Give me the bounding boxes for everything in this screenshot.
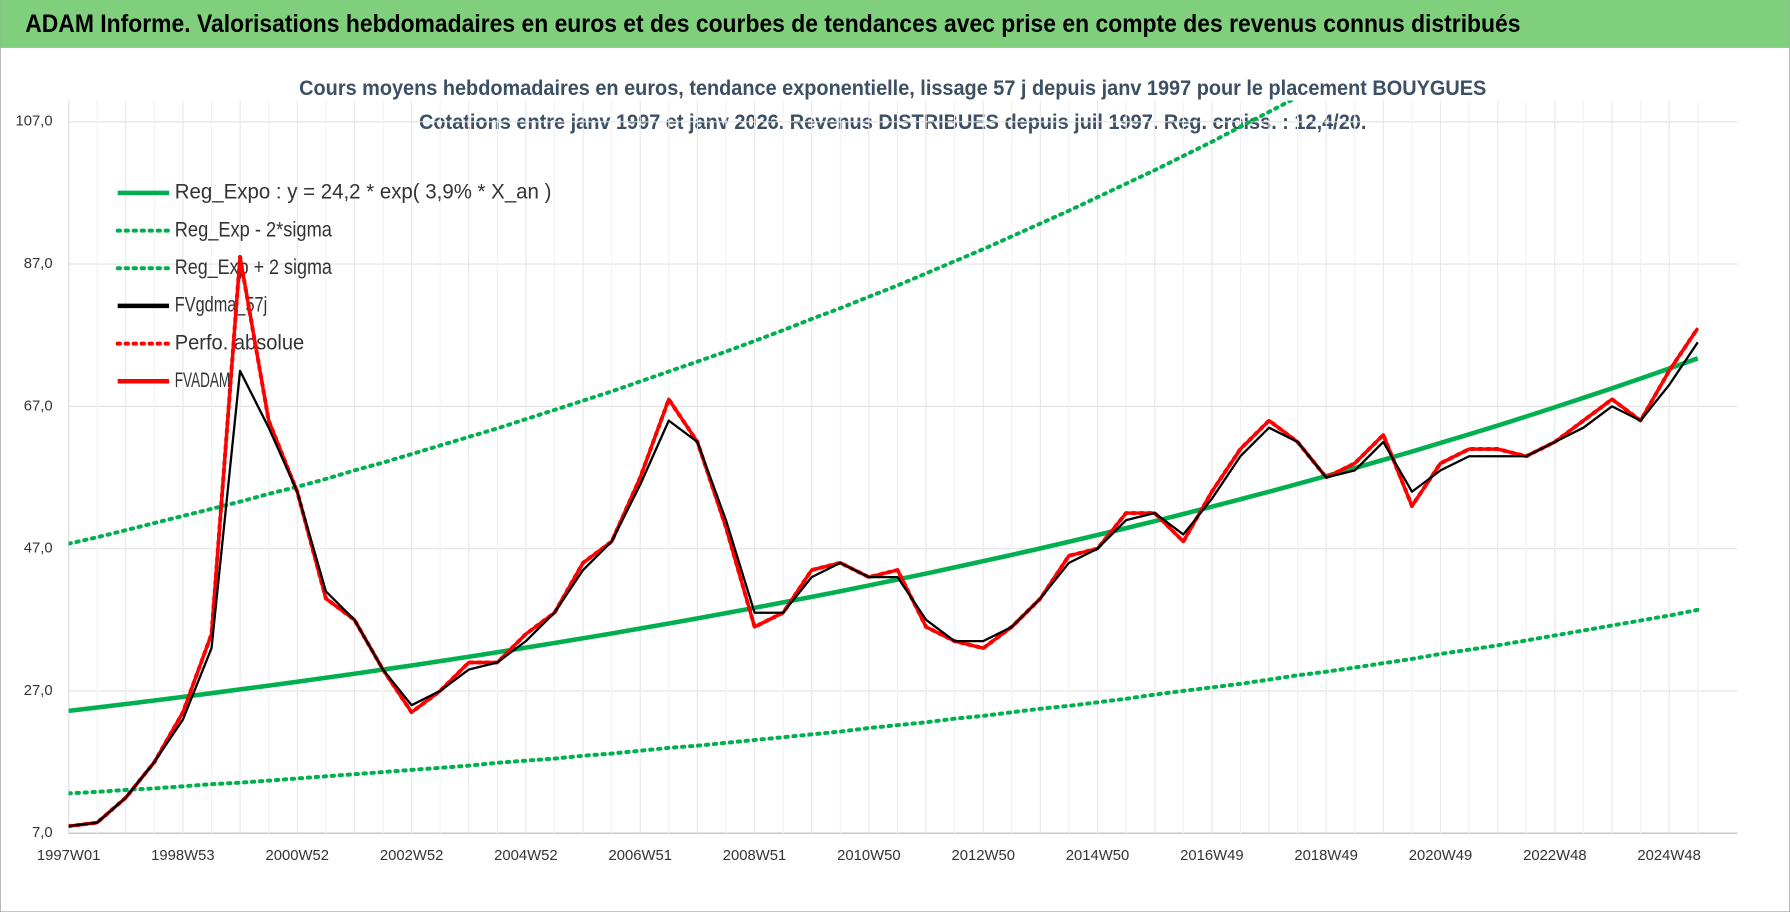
legend-label: FVgdma_57j bbox=[175, 292, 267, 317]
x-tick-label: 1998W53 bbox=[151, 848, 214, 864]
x-tick-label: 2010W50 bbox=[837, 848, 900, 864]
series-line bbox=[68, 100, 1296, 546]
y-tick-label: 47,0 bbox=[24, 541, 53, 557]
x-tick-label: 2006W51 bbox=[608, 848, 671, 864]
legend-label: Reg_Exp + 2 sigma bbox=[175, 254, 333, 279]
x-tick-label: 1997W01 bbox=[37, 848, 100, 864]
legend-label: Reg_Expo : y = 24,2 * exp( 3,9% * X_an ) bbox=[175, 179, 552, 204]
series-line bbox=[68, 255, 1700, 828]
legend-label: Reg_Exp - 2*sigma bbox=[175, 216, 333, 241]
x-tick-label: 2002W52 bbox=[380, 848, 443, 864]
x-tick-label: 2020W49 bbox=[1409, 848, 1472, 864]
lines bbox=[68, 100, 1700, 829]
x-tick-label: 2014W50 bbox=[1066, 848, 1129, 864]
y-tick-label: 27,0 bbox=[24, 683, 53, 699]
x-tick-label: 2000W52 bbox=[266, 848, 329, 864]
series-line bbox=[68, 607, 1700, 796]
legend-label: FVADAM bbox=[175, 367, 230, 392]
x-tick-label: 2022W48 bbox=[1523, 848, 1586, 864]
header-bar bbox=[0, 0, 1790, 48]
legend-label: Perfo. absolue bbox=[175, 329, 304, 354]
page-title: ADAM Informe. Valorisations hebdomadaire… bbox=[25, 10, 1520, 38]
x-tick-label: 2024W48 bbox=[1637, 848, 1700, 864]
y-tick-label: 7,0 bbox=[32, 825, 53, 841]
y-tick-label: 107,0 bbox=[16, 114, 53, 130]
chart-title: Cours moyens hebdomadaires en euros, ten… bbox=[299, 75, 1486, 100]
y-tick-label: 87,0 bbox=[24, 256, 53, 272]
grid: 7,0 27,0 47,0 67,0 87,0 107,0 1997W01 1998W53 20… bbox=[16, 100, 1738, 864]
x-tick-label: 2016W49 bbox=[1180, 848, 1243, 864]
x-tick-label: 2012W50 bbox=[951, 848, 1014, 864]
series-line bbox=[68, 356, 1699, 714]
x-tick-label: 2018W49 bbox=[1294, 848, 1357, 864]
x-tick-label: 2004W52 bbox=[494, 848, 557, 864]
legend: Reg_Expo : y = 24,2 * exp( 3,9% * X_an )… bbox=[115, 179, 552, 392]
series-line bbox=[68, 341, 1699, 828]
x-tick-label: 2008W51 bbox=[723, 848, 786, 864]
y-tick-label: 67,0 bbox=[24, 398, 53, 414]
